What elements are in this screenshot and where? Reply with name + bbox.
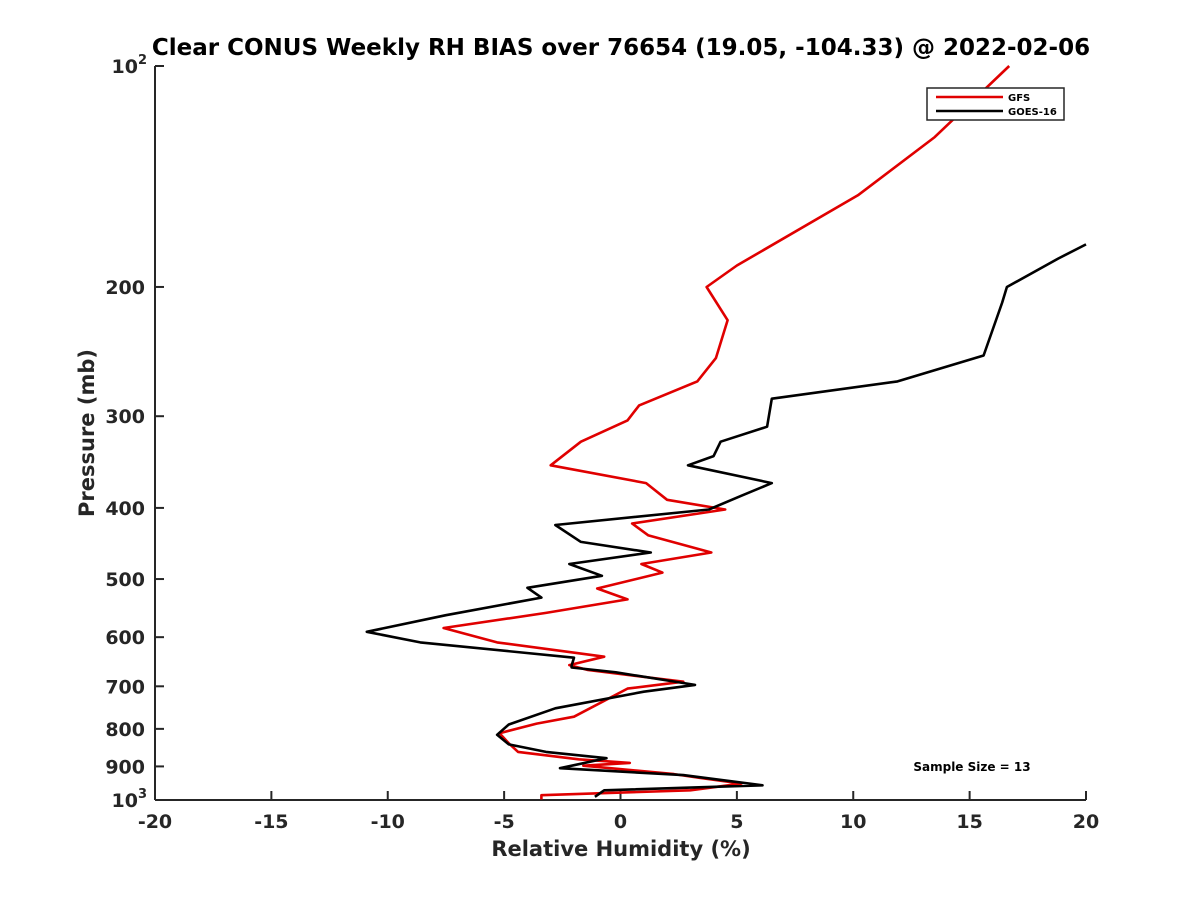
series-line-gfs [442,65,1011,800]
x-axis-label: Relative Humidity (%) [491,837,750,861]
sample-size-note: Sample Size = 13 [913,760,1030,774]
x-tick-label: -15 [254,811,288,833]
y-tick-label: 400 [105,498,145,520]
y-tick-label: 600 [105,627,145,649]
x-tick-label: 10 [840,811,866,833]
plot-area [154,66,1086,801]
y-tick-label: 500 [105,569,145,591]
x-axis-ticks: -20 -15 -10 -5 0 5 10 15 20 [138,791,1099,833]
legend-box [926,87,1065,121]
y-tick-label: 103 [112,787,148,812]
legend-label: GFS [1008,93,1030,104]
y-axis-label: Pressure (mb) [75,349,99,517]
y-tick-label: 700 [105,676,145,698]
y-tick-label: 200 [105,277,145,299]
y-tick-label: 800 [105,719,145,741]
x-tick-label: -5 [494,811,515,833]
series-line-goes-16 [365,243,1087,798]
x-tick-label: -10 [371,811,405,833]
x-tick-label: 20 [1073,811,1099,833]
chart-title: Clear CONUS Weekly RH BIAS over 76654 (1… [152,35,1090,61]
y-tick-label: 300 [105,406,145,428]
x-tick-label: -20 [138,811,172,833]
series-layer [365,65,1087,800]
x-tick-label: 0 [614,811,627,833]
x-tick-label: 5 [730,811,743,833]
legend-label: GOES-16 [1008,107,1057,118]
y-tick-label: 900 [105,756,145,778]
x-tick-label: 15 [956,811,982,833]
y-tick-label: 102 [112,53,148,78]
y-axis-ticks: 102 200 300 400 500 600 700 800 900 103 [105,53,164,812]
legend: GFS GOES-16 [926,87,1065,121]
